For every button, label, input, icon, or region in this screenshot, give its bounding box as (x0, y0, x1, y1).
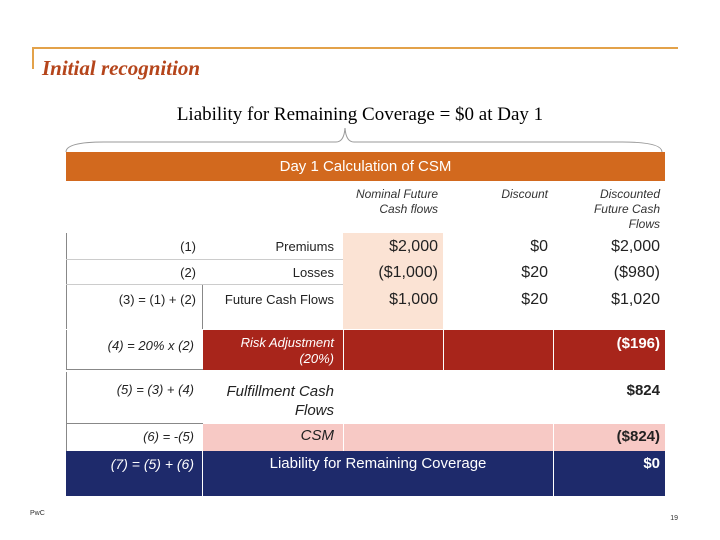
csm-divider-1 (343, 424, 344, 451)
footer-logo-text: PwC (30, 510, 45, 517)
curly-brace (65, 127, 663, 153)
left-border-top (66, 233, 67, 329)
csm-ref: (6) = -(5) (143, 429, 194, 444)
header-discounted: Discounted Future Cash Flows (593, 187, 660, 231)
header-discount: Discount (501, 187, 548, 201)
row-2-ref: (2) (180, 265, 196, 280)
csm-value: ($824) (616, 428, 660, 445)
risk-divider-3 (553, 330, 554, 370)
nominal-column-bg (343, 233, 443, 329)
csm-banner: Day 1 Calculation of CSM (66, 152, 665, 181)
row-3-label: Future Cash Flows (224, 292, 334, 307)
lrc-ref: (7) = (5) + (6) (110, 456, 194, 472)
row-2-discounted: ($980) (613, 264, 660, 281)
row-1-label: Premiums (275, 239, 334, 254)
lrc-band (66, 451, 665, 496)
slide-subtitle: Liability for Remaining Coverage = $0 at… (176, 104, 544, 125)
row-1-discounted: $2,000 (611, 238, 660, 255)
row-1-ref: (1) (180, 239, 196, 254)
csm-ref-cell (66, 424, 203, 451)
risk-label: Risk Adjustment (20%) (240, 335, 334, 366)
fulfillment-ref: (5) = (3) + (4) (116, 382, 194, 397)
col-divider (202, 285, 203, 329)
title-rule-tick (32, 47, 34, 69)
csm-divider-2 (553, 424, 554, 451)
row-2-label: Losses (292, 265, 334, 280)
row-2-discount: $20 (521, 264, 548, 281)
fulfillment-label: Fulfillment Cash Flows (226, 383, 334, 419)
risk-band (203, 330, 665, 370)
csm-label: CSM (300, 427, 334, 444)
row-1-discount: $0 (530, 238, 548, 255)
row-3-nominal: $1,000 (389, 291, 438, 308)
csm-band (203, 424, 665, 451)
risk-divider-1 (343, 330, 344, 370)
header-nominal: Nominal Future Cash flows (355, 187, 438, 216)
risk-value: ($196) (616, 335, 660, 352)
risk-ref: (4) = 20% x (2) (107, 338, 194, 353)
row-3-discount: $20 (521, 291, 548, 308)
slide-title: Initial recognition (42, 56, 201, 80)
title-rule (32, 47, 678, 49)
row-1-nominal: $2,000 (389, 238, 438, 255)
lrc-divider-2 (553, 451, 554, 496)
lrc-divider-1 (202, 451, 203, 496)
lrc-value: $0 (643, 455, 660, 472)
page-number: 19 (670, 515, 678, 522)
fulfillment-value: $824 (626, 382, 660, 399)
risk-ref-cell (66, 330, 203, 370)
fulfillment-ref-cell (66, 372, 203, 424)
lrc-label: Liability for Remaining Coverage (269, 455, 487, 472)
row-3-discounted: $1,020 (611, 291, 660, 308)
risk-divider-2 (443, 330, 444, 370)
row-divider-1 (66, 259, 343, 260)
row-divider-2 (66, 284, 343, 285)
row-2-nominal: ($1,000) (378, 264, 438, 281)
row-3-ref: (3) = (1) + (2) (118, 292, 196, 307)
